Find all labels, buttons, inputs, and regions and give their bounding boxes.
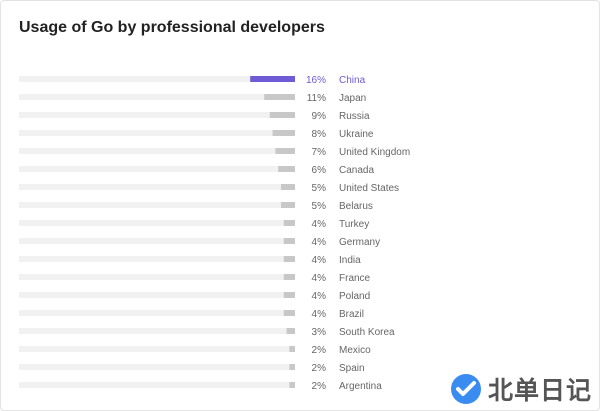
bar-value-label: 7% bbox=[312, 147, 327, 158]
bar bbox=[250, 76, 295, 82]
bar-track bbox=[19, 76, 295, 82]
watermark: 北单日记 bbox=[450, 371, 592, 407]
bar bbox=[283, 238, 295, 244]
bar-track bbox=[19, 220, 295, 226]
bar-value-label: 2% bbox=[312, 363, 327, 374]
bar-category-label: Germany bbox=[339, 237, 380, 248]
bar-value-label: 11% bbox=[307, 93, 326, 104]
bar-category-label: Belarus bbox=[339, 201, 373, 212]
bar-row: 2% Spain bbox=[19, 363, 365, 374]
bar-category-label: France bbox=[339, 273, 371, 284]
check-logo-icon bbox=[450, 374, 481, 404]
bar-category-label: Japan bbox=[339, 93, 366, 104]
bar bbox=[283, 256, 295, 262]
bar bbox=[272, 130, 295, 136]
bar-row: 8% Ukraine bbox=[19, 129, 374, 140]
bar-value-label: 5% bbox=[312, 183, 327, 194]
bar-value-label: 4% bbox=[312, 219, 327, 230]
bar-row: 16% China bbox=[19, 75, 366, 86]
bar-row: 5% Belarus bbox=[19, 201, 373, 212]
bar-row: 3% South Korea bbox=[19, 327, 395, 338]
bar bbox=[278, 166, 295, 172]
bar-track bbox=[19, 94, 295, 100]
chart-title: Usage of Go by professional developers bbox=[19, 19, 325, 36]
bar bbox=[289, 364, 295, 370]
bar-value-label: 5% bbox=[312, 201, 327, 212]
bar-value-label: 4% bbox=[312, 291, 327, 302]
bar-value-label: 3% bbox=[312, 327, 327, 338]
bar-value-label: 4% bbox=[312, 273, 327, 284]
bar bbox=[286, 328, 295, 334]
bar-category-label: Spain bbox=[339, 363, 365, 374]
bar bbox=[283, 220, 295, 226]
bar-row: 2% Mexico bbox=[19, 345, 371, 356]
bar-row: 4% India bbox=[19, 255, 361, 266]
bar-row: 2% Argentina bbox=[19, 381, 382, 392]
bar-value-label: 4% bbox=[312, 237, 327, 248]
bar bbox=[283, 274, 295, 280]
bar-value-label: 2% bbox=[312, 345, 327, 356]
bar-row: 6% Canada bbox=[19, 165, 374, 176]
bar-category-label: Argentina bbox=[339, 381, 382, 392]
bar-category-label: India bbox=[339, 255, 361, 266]
bar bbox=[283, 292, 295, 298]
bar-track bbox=[19, 148, 295, 154]
bar-row: 4% Germany bbox=[19, 237, 380, 248]
bar-track bbox=[19, 256, 295, 262]
bar-value-label: 6% bbox=[312, 165, 327, 176]
bar-row: 9% Russia bbox=[19, 111, 370, 122]
bar-track bbox=[19, 310, 295, 316]
bar-category-label: Mexico bbox=[339, 345, 371, 356]
watermark-text: 北单日记 bbox=[487, 376, 592, 405]
bar bbox=[269, 112, 295, 118]
bar bbox=[289, 346, 295, 352]
bar-row: 7% United Kingdom bbox=[19, 147, 410, 158]
bar-value-label: 16% bbox=[306, 75, 326, 86]
bar-row: 4% Poland bbox=[19, 291, 370, 302]
bar-category-label: China bbox=[339, 75, 366, 86]
bar-value-label: 9% bbox=[312, 111, 327, 122]
bar-track bbox=[19, 238, 295, 244]
bar-value-label: 4% bbox=[312, 309, 327, 320]
bar-track bbox=[19, 184, 295, 190]
bar-value-label: 4% bbox=[312, 255, 327, 266]
bar-category-label: Ukraine bbox=[339, 129, 374, 140]
bar-row: 4% France bbox=[19, 273, 371, 284]
bar-track bbox=[19, 364, 295, 370]
bar-track bbox=[19, 202, 295, 208]
bar-row: 11% Japan bbox=[19, 93, 366, 104]
bar-category-label: Poland bbox=[339, 291, 370, 302]
bar bbox=[289, 382, 295, 388]
bar-category-label: United Kingdom bbox=[339, 147, 410, 158]
bar-track bbox=[19, 112, 295, 118]
bar-value-label: 2% bbox=[312, 381, 327, 392]
bar-row: 4% Brazil bbox=[19, 309, 364, 320]
bar bbox=[281, 184, 295, 190]
bar bbox=[281, 202, 295, 208]
bar-category-label: Russia bbox=[339, 111, 370, 122]
bar-category-label: South Korea bbox=[339, 327, 395, 338]
bar-track bbox=[19, 382, 295, 388]
bar-track bbox=[19, 130, 295, 136]
bar-track bbox=[19, 166, 295, 172]
bar-category-label: Brazil bbox=[339, 309, 364, 320]
bar-row: 5% United States bbox=[19, 183, 399, 194]
bar-category-label: Turkey bbox=[339, 219, 369, 230]
bar bbox=[264, 94, 295, 100]
bar-row: 4% Turkey bbox=[19, 219, 369, 230]
bar-track bbox=[19, 274, 295, 280]
bar-track bbox=[19, 292, 295, 298]
bar bbox=[283, 310, 295, 316]
bar-category-label: Canada bbox=[339, 165, 374, 176]
bar-track bbox=[19, 328, 295, 334]
bar-category-label: United States bbox=[339, 183, 399, 194]
bar-track bbox=[19, 346, 295, 352]
bar-value-label: 8% bbox=[312, 129, 327, 140]
bar bbox=[275, 148, 295, 154]
